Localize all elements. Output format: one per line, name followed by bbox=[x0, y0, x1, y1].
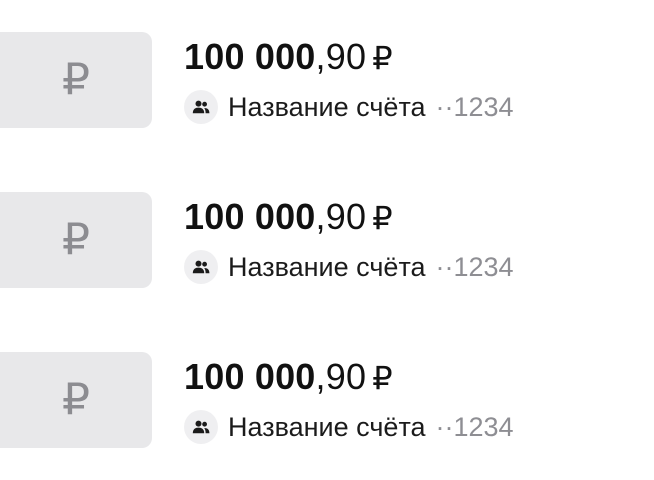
account-name: Название счёта bbox=[228, 91, 426, 122]
account-number-mask: ··1234 bbox=[435, 411, 514, 442]
ruble-sign-icon: ₽ bbox=[62, 374, 90, 425]
balance-whole: 100 000 bbox=[184, 196, 316, 237]
balance-currency: ₽ bbox=[372, 199, 393, 237]
account-name: Название счёта bbox=[228, 251, 426, 282]
account-name: Название счёта bbox=[228, 411, 426, 442]
balance-currency: ₽ bbox=[372, 39, 393, 77]
ruble-sign-icon: ₽ bbox=[62, 54, 90, 105]
balance-currency: ₽ bbox=[372, 359, 393, 397]
balance-fraction: ,90 bbox=[315, 356, 367, 397]
account-balance: 100 000,90 ₽ bbox=[184, 32, 393, 83]
balance-fraction: ,90 bbox=[315, 196, 367, 237]
account-number-mask: ··1234 bbox=[435, 251, 514, 282]
ruble-sign-icon: ₽ bbox=[62, 214, 90, 265]
currency-tile: ₽ bbox=[0, 352, 152, 448]
currency-tile: ₽ bbox=[0, 192, 152, 288]
account-balance: 100 000,90 ₽ bbox=[184, 352, 393, 403]
balance-whole: 100 000 bbox=[184, 356, 316, 397]
account-balance: 100 000,90 ₽ bbox=[184, 192, 393, 243]
account-meta: Название счёта ··1234 bbox=[184, 89, 514, 125]
account-card[interactable]: ₽ 100 000,90 ₽ Название счёта ··1234 bbox=[0, 26, 654, 136]
balance-fraction: ,90 bbox=[315, 36, 367, 77]
balance-whole: 100 000 bbox=[184, 36, 316, 77]
account-card[interactable]: ₽ 100 000,90 ₽ Название счёта ··1234 bbox=[0, 346, 654, 456]
account-meta: Название счёта ··1234 bbox=[184, 249, 514, 285]
account-number-mask: ··1234 bbox=[435, 91, 514, 122]
account-meta: Название счёта ··1234 bbox=[184, 409, 514, 445]
people-icon bbox=[184, 250, 218, 284]
people-icon bbox=[184, 90, 218, 124]
currency-tile: ₽ bbox=[0, 32, 152, 128]
account-card[interactable]: ₽ 100 000,90 ₽ Название счёта ··1234 bbox=[0, 186, 654, 296]
people-icon bbox=[184, 410, 218, 444]
